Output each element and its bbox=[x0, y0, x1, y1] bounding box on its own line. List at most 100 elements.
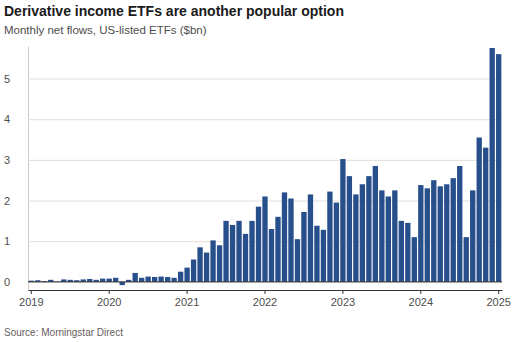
bar bbox=[262, 196, 267, 281]
bar bbox=[269, 229, 274, 282]
bar bbox=[133, 273, 138, 282]
bar bbox=[477, 138, 482, 282]
x-tick-mark bbox=[342, 290, 343, 294]
x-tick-label: 2022 bbox=[253, 296, 277, 308]
bar bbox=[347, 176, 352, 282]
bar bbox=[399, 221, 404, 282]
bar bbox=[360, 184, 365, 282]
bar bbox=[483, 148, 488, 282]
bar bbox=[405, 223, 410, 282]
bar bbox=[171, 278, 176, 282]
bar bbox=[308, 194, 313, 281]
x-tick-mark bbox=[187, 290, 188, 294]
x-tick-label: 2021 bbox=[175, 296, 199, 308]
bar bbox=[139, 278, 144, 282]
bar bbox=[165, 277, 170, 282]
bar bbox=[490, 48, 495, 282]
bar bbox=[321, 230, 326, 282]
bar bbox=[145, 277, 150, 282]
bar bbox=[191, 260, 196, 282]
x-tick-label: 2025 bbox=[486, 296, 510, 308]
x-tick-label: 2020 bbox=[97, 296, 121, 308]
x-tick: 2024 bbox=[409, 290, 433, 308]
y-tick: 5 bbox=[4, 73, 502, 85]
bar bbox=[470, 190, 475, 282]
bar bbox=[223, 221, 228, 282]
source: Source: Morningstar Direct bbox=[4, 327, 123, 338]
x-tick-mark bbox=[31, 290, 32, 294]
x-axis: 2019 2020 2021 2022 2023 2024 2025 bbox=[19, 290, 511, 308]
x-tick: 2019 bbox=[19, 290, 43, 308]
bar bbox=[184, 268, 189, 282]
bar bbox=[204, 253, 209, 282]
title: Derivative income ETFs are another popul… bbox=[4, 3, 344, 19]
y-tick-label: 2 bbox=[4, 195, 10, 207]
bar bbox=[249, 221, 254, 282]
bar bbox=[236, 221, 241, 282]
bar bbox=[451, 178, 456, 282]
x-tick: 2022 bbox=[253, 290, 277, 308]
x-tick-label: 2024 bbox=[409, 296, 433, 308]
grid-line bbox=[28, 79, 502, 80]
bar bbox=[217, 245, 222, 282]
y-tick-label: 5 bbox=[4, 73, 10, 85]
x-tick-mark bbox=[420, 290, 421, 294]
bar bbox=[256, 207, 261, 282]
bar bbox=[366, 176, 371, 282]
bar bbox=[282, 192, 287, 281]
plot: 0 1 2 3 4 5 2019 2020 2021 2022 2023 2024 2025 bbox=[4, 47, 511, 308]
x-tick: 2023 bbox=[331, 290, 355, 308]
bar bbox=[496, 54, 501, 282]
x-tick-label: 2019 bbox=[19, 296, 43, 308]
bar bbox=[386, 196, 391, 281]
x-tick: 2021 bbox=[175, 290, 199, 308]
subtitle: Monthly net flows, US-listed ETFs ($bn) bbox=[4, 24, 207, 36]
y-tick: 3 bbox=[4, 154, 502, 166]
bar bbox=[327, 192, 332, 282]
chart-container: Derivative income ETFs are another popul… bbox=[0, 0, 512, 342]
x-tick-mark bbox=[109, 290, 110, 294]
bar bbox=[158, 277, 163, 282]
bar bbox=[301, 212, 306, 282]
bar bbox=[314, 226, 319, 282]
bar bbox=[340, 159, 345, 282]
bar bbox=[425, 188, 430, 282]
y-tick: 4 bbox=[4, 113, 502, 125]
bar bbox=[457, 166, 462, 282]
bar bbox=[230, 225, 235, 282]
y-axis-line bbox=[28, 47, 29, 291]
bar bbox=[288, 199, 293, 282]
bar bbox=[295, 239, 300, 282]
y-tick-label: 0 bbox=[4, 276, 10, 288]
y-tick-label: 3 bbox=[4, 154, 10, 166]
bars bbox=[29, 48, 502, 285]
x-tick: 2020 bbox=[97, 290, 121, 308]
bar bbox=[275, 217, 280, 282]
bar bbox=[243, 234, 248, 282]
bar bbox=[418, 185, 423, 282]
bar bbox=[373, 166, 378, 282]
bar bbox=[444, 184, 449, 282]
grid-line bbox=[28, 282, 502, 283]
bar bbox=[353, 194, 358, 281]
bar bbox=[464, 237, 469, 282]
bar bbox=[178, 272, 183, 282]
x-tick-mark bbox=[498, 290, 499, 294]
zero-line bbox=[28, 281, 502, 282]
bar bbox=[379, 190, 384, 282]
x-tick-label: 2023 bbox=[331, 296, 355, 308]
bar bbox=[113, 278, 118, 282]
grid-line bbox=[28, 160, 502, 161]
y-tick-label: 4 bbox=[4, 113, 10, 125]
chart-svg: Derivative income ETFs are another popul… bbox=[0, 0, 512, 342]
bar bbox=[334, 203, 339, 282]
x-tick-mark bbox=[265, 290, 266, 294]
y-axis: 0 1 2 3 4 5 bbox=[4, 47, 502, 291]
bar bbox=[412, 237, 417, 282]
bar bbox=[392, 190, 397, 282]
bar bbox=[210, 240, 215, 281]
bar bbox=[431, 180, 436, 282]
bar bbox=[438, 186, 443, 282]
bar bbox=[197, 247, 202, 282]
y-tick-label: 1 bbox=[4, 235, 10, 247]
